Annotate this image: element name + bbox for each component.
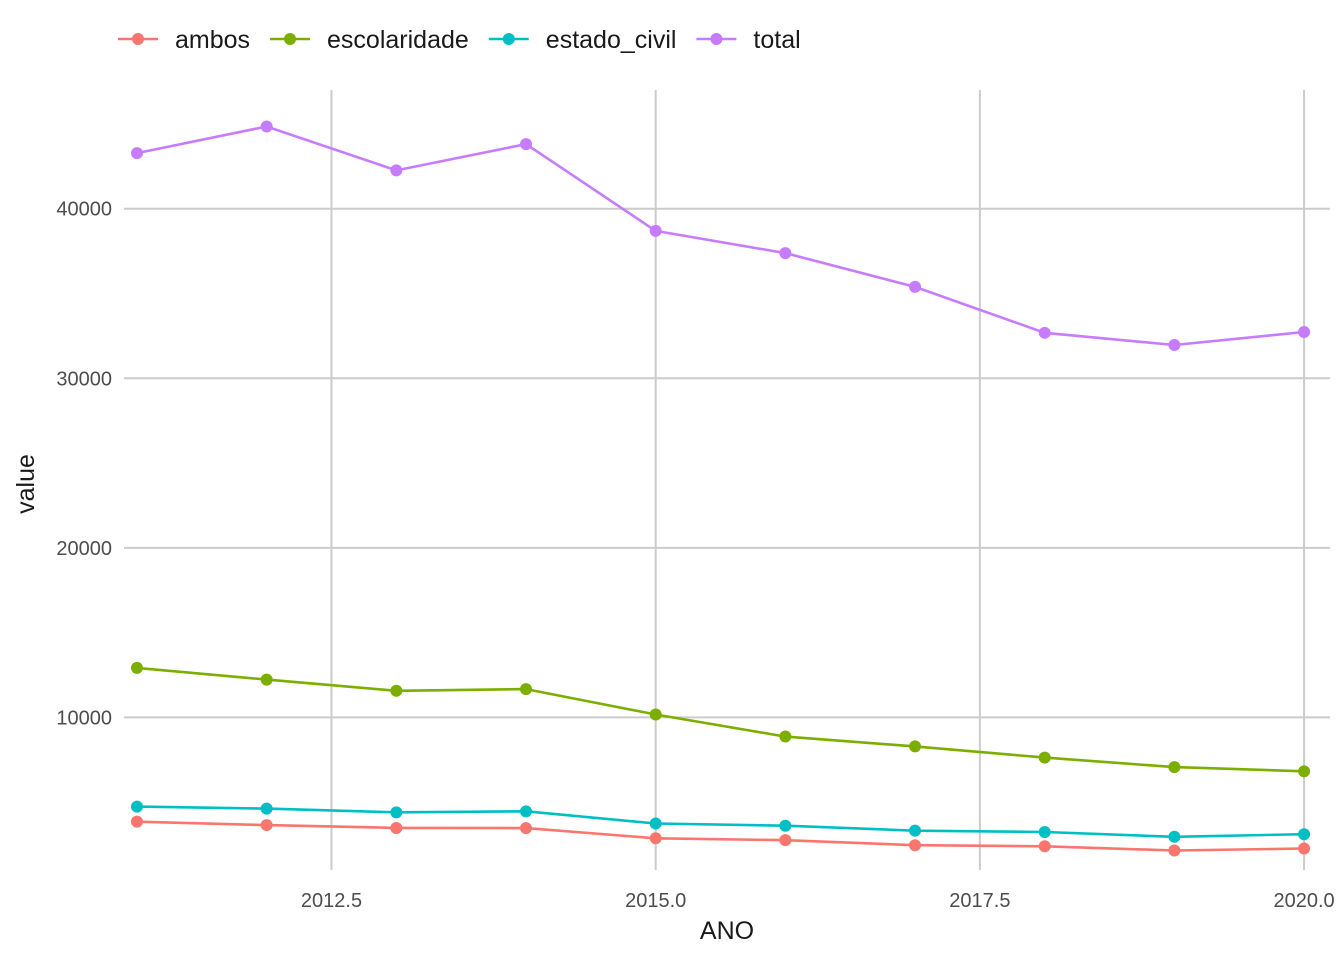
legend-key-point [132,33,144,45]
data-point-escolaridade [520,683,532,696]
data-point-escolaridade [1298,765,1311,778]
data-point-escolaridade [1038,751,1051,764]
data-point-total [520,138,532,151]
series-line-estado_civil [136,805,1305,839]
data-point-estado_civil [909,824,922,837]
y-tick-label: 30000 [56,368,112,390]
data-point-estado_civil [390,806,403,819]
data-point-ambos [520,822,532,835]
data-point-total [649,224,662,237]
series-estado_civil [130,800,1311,843]
data-point-estado_civil [130,800,143,813]
data-point-escolaridade [260,673,273,686]
legend: ambos escolaridade estado_civil total [118,26,801,54]
legend-item-estado_civil: estado_civil [488,26,677,54]
x-tick-label: 2012.5 [301,890,362,912]
legend-item-ambos: ambos [118,26,250,54]
data-point-ambos [1038,840,1051,853]
data-point-ambos [260,819,273,832]
data-point-ambos [779,834,792,847]
data-point-ambos [909,839,922,852]
data-point-escolaridade [130,661,143,674]
legend-key-point [284,33,297,45]
legend-key-point [710,33,723,45]
data-point-escolaridade [649,708,662,721]
data-point-estado_civil [1298,828,1311,841]
data-point-ambos [1298,842,1311,855]
y-tick-label: 20000 [56,538,112,560]
data-point-total [779,247,792,260]
grid-lines [124,90,1330,870]
data-point-total [909,280,922,293]
legend-label: escolaridade [327,26,469,54]
legend-label: ambos [175,26,250,54]
series-escolaridade [130,661,1311,778]
data-point-escolaridade [909,740,922,753]
x-tick-label: 2020.0 [1273,890,1334,912]
legend-label: estado_civil [546,26,677,54]
legend-item-total: total [696,26,801,54]
legend-item-escolaridade: escolaridade [270,26,469,54]
y-tick-label: 10000 [56,707,112,729]
data-point-ambos [1168,844,1181,857]
series-line-total [136,125,1305,347]
series-total [130,120,1311,352]
data-point-total [1298,325,1311,338]
series-line-ambos [136,820,1305,852]
data-point-ambos [390,821,403,834]
y-axis-title: value [12,454,40,514]
x-tick-labels: 2012.5 2015.0 2017.5 2020.0 [301,890,1335,912]
data-point-total [130,147,143,160]
legend-label: total [753,26,800,54]
x-axis-title: ANO [700,917,754,945]
data-point-estado_civil [520,805,532,818]
series-ambos [130,815,1311,857]
data-point-escolaridade [390,684,403,697]
data-point-ambos [130,815,143,828]
y-tick-label: 40000 [56,199,112,221]
x-tick-label: 2015.0 [625,890,686,912]
series-line-escolaridade [136,666,1305,773]
data-point-estado_civil [649,817,662,830]
data-point-escolaridade [1168,761,1181,774]
data-point-estado_civil [260,802,273,815]
legend-key-point [502,33,515,45]
data-point-ambos [649,832,662,845]
series-layer [130,120,1311,857]
data-point-total [260,120,273,133]
data-point-total [390,164,403,177]
y-tick-labels: 10000 20000 30000 40000 [56,199,112,730]
data-point-estado_civil [1038,826,1051,839]
data-point-total [1168,339,1181,352]
data-point-estado_civil [1168,830,1181,843]
data-point-estado_civil [779,819,792,832]
x-tick-label: 2017.5 [949,890,1010,912]
data-point-total [1038,326,1051,339]
data-point-escolaridade [779,730,792,743]
